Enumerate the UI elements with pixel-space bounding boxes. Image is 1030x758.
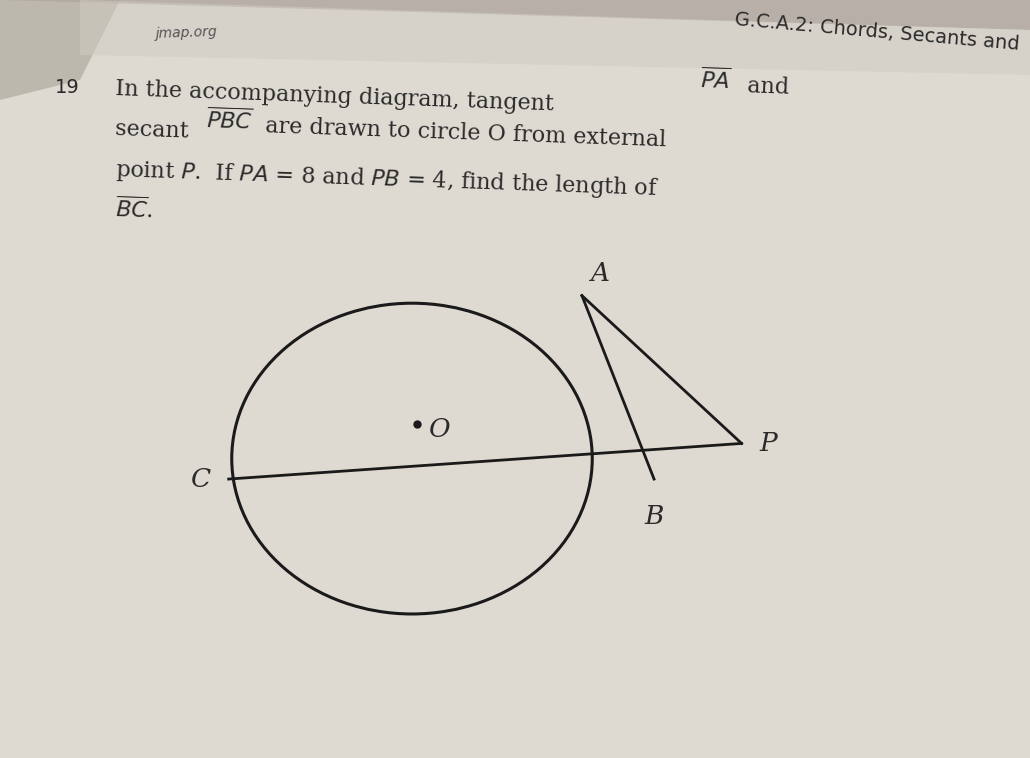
Text: and: and [740,75,790,99]
Text: $\overline{BC}$.: $\overline{BC}$. [115,197,153,224]
Polygon shape [0,0,121,100]
Text: P: P [759,431,778,456]
Text: In the accompanying diagram, tangent: In the accompanying diagram, tangent [115,78,561,115]
Text: G.C.A.2: Chords, Secants and: G.C.A.2: Chords, Secants and [733,10,1020,54]
Text: point $P$.  If $PA$ = 8 and $PB$ = 4, find the length of: point $P$. If $PA$ = 8 and $PB$ = 4, fin… [115,157,659,202]
Text: jmap.org: jmap.org [154,25,217,41]
Polygon shape [80,0,1030,75]
Text: $\overline{PA}$: $\overline{PA}$ [700,68,731,94]
Text: $\overline{PBC}$: $\overline{PBC}$ [206,108,253,135]
Text: C: C [191,467,211,491]
Text: B: B [645,504,663,529]
Text: 19: 19 [55,78,79,97]
Text: O: O [430,417,451,442]
Text: are drawn to circle O from external: are drawn to circle O from external [258,115,666,152]
Text: A: A [590,261,609,286]
Text: secant: secant [115,118,197,143]
